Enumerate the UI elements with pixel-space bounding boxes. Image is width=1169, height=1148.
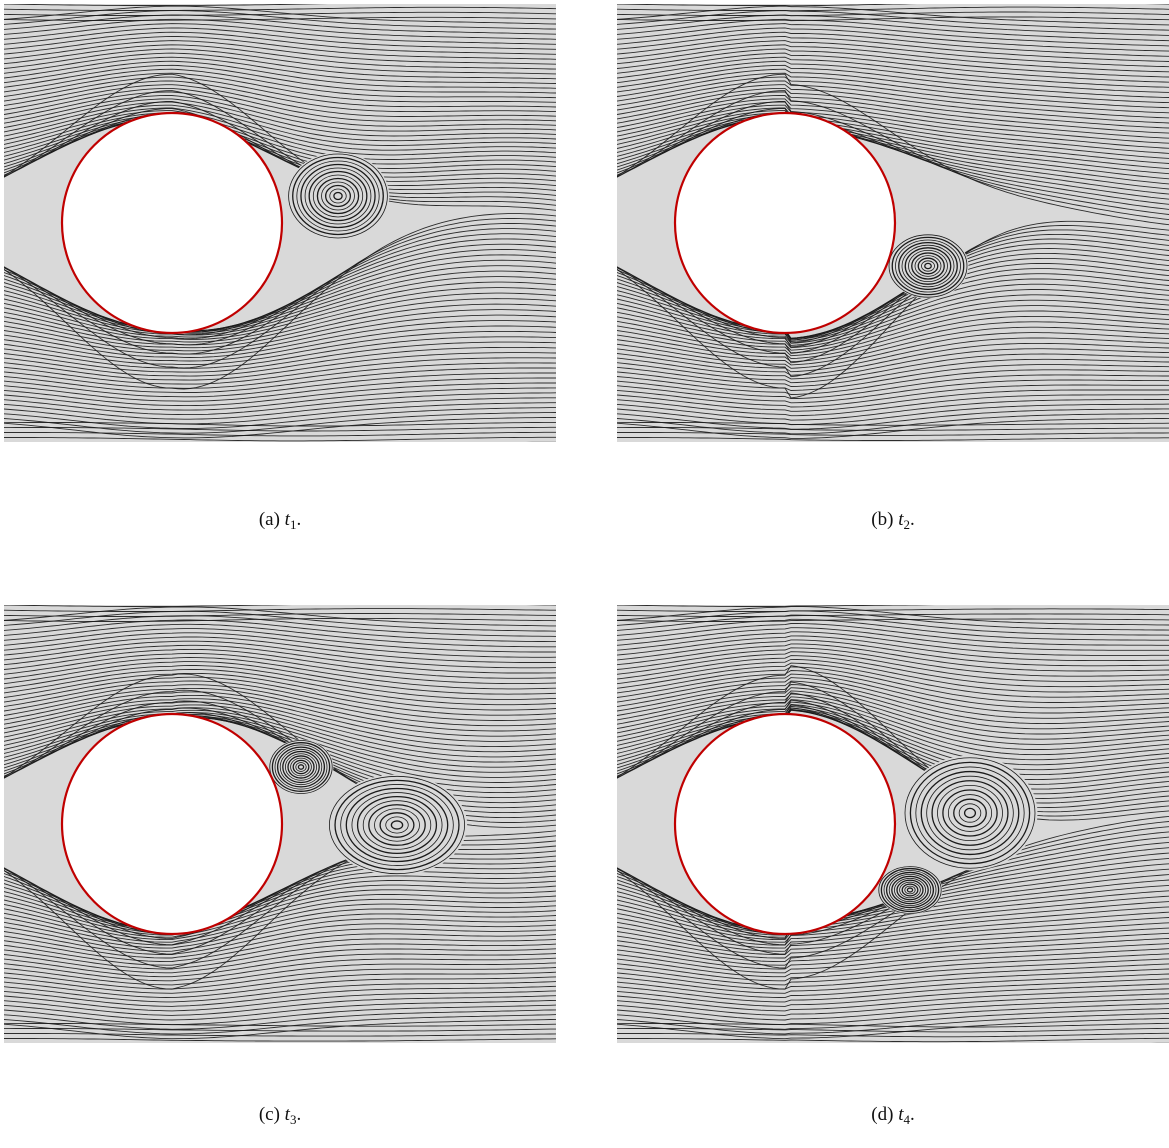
cylinder	[673, 712, 897, 936]
flow-panel-b	[617, 4, 1169, 442]
streamlines	[4, 605, 556, 1042]
vortex-2	[877, 865, 943, 915]
vortex-2	[326, 774, 468, 876]
vortex-1	[887, 233, 969, 299]
streamlines	[4, 4, 556, 442]
caption-d: (d) t4.	[871, 1104, 915, 1127]
vortex-1	[286, 152, 390, 240]
cylinder	[673, 111, 897, 335]
streamline-plot-b	[617, 4, 1169, 442]
cylinder	[60, 111, 284, 335]
caption-a: (a) t1.	[258, 509, 302, 532]
cylinder	[60, 712, 284, 936]
vortex-1	[268, 739, 334, 795]
streamline-plot-a	[4, 4, 556, 442]
caption-c: (c) t3.	[258, 1104, 302, 1127]
vortex-1	[902, 755, 1038, 871]
streamline-plot-d	[617, 605, 1169, 1043]
streamline-plot-c	[4, 605, 556, 1043]
flow-panel-c	[4, 605, 556, 1043]
flow-panel-a	[4, 4, 556, 442]
streamlines	[617, 605, 1169, 1043]
caption-b: (b) t2.	[871, 509, 915, 532]
flow-panel-d	[617, 605, 1169, 1043]
streamlines	[617, 4, 1169, 441]
